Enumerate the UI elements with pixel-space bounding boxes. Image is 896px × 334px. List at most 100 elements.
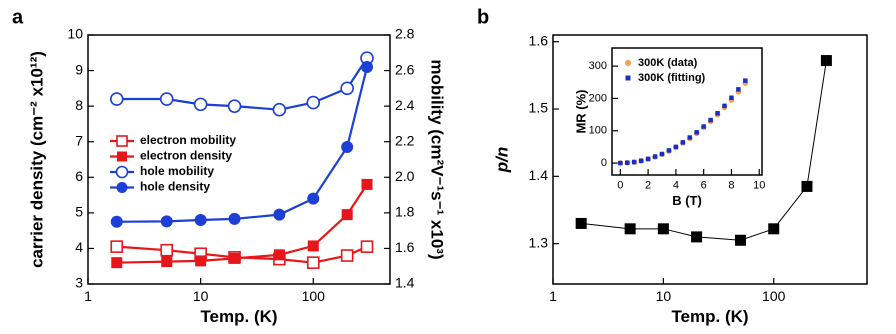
legend-label: hole mobility — [140, 164, 214, 178]
marker — [820, 55, 832, 67]
y2-tick-label: 1.6 — [395, 239, 415, 255]
y-tick-label: 300 — [589, 60, 607, 72]
series-line — [581, 60, 827, 241]
marker — [109, 92, 124, 106]
marker — [722, 103, 727, 109]
x-tick-label: 0 — [617, 179, 623, 191]
marker — [110, 215, 123, 228]
marker — [575, 217, 587, 229]
plot-frame — [611, 47, 763, 176]
x-axis-label: Temp. (K) — [200, 307, 277, 326]
legend-marker — [115, 165, 129, 179]
legend-label: electron density — [140, 149, 232, 163]
marker — [194, 213, 207, 226]
legend-label: 300K (fitting) — [638, 72, 706, 84]
x-tick-label: 2 — [645, 179, 651, 191]
marker — [306, 95, 321, 110]
x-tick-label: 6 — [701, 179, 707, 191]
marker — [618, 160, 623, 166]
plot-frame — [87, 34, 391, 285]
y2-tick-label: 2.4 — [395, 97, 415, 113]
y-tick-label: 1.5 — [529, 100, 549, 116]
marker — [691, 231, 703, 243]
marker — [638, 158, 644, 164]
marker — [159, 92, 174, 106]
marker — [340, 81, 354, 96]
y-axis-label: carrier density (cm⁻² x10¹²) — [27, 51, 46, 268]
marker — [631, 159, 637, 165]
marker — [340, 249, 354, 262]
y2-tick-label: 2.8 — [395, 26, 415, 42]
marker — [160, 243, 174, 257]
legend-marker — [116, 135, 128, 147]
marker — [227, 99, 242, 113]
marker — [659, 151, 665, 157]
marker — [624, 223, 636, 235]
marker — [272, 102, 287, 117]
panel-label: b — [477, 6, 489, 28]
x-tick-label: 4 — [673, 179, 679, 191]
x-tick-label: 10 — [656, 288, 672, 304]
marker — [680, 140, 686, 145]
marker — [657, 223, 669, 235]
marker — [361, 61, 374, 74]
y2-axis-label: mobility (cm²V⁻¹s⁻¹ x10³) — [428, 59, 447, 259]
x-tick-label: 8 — [728, 179, 734, 191]
marker — [361, 178, 373, 190]
y-tick-label: 100 — [589, 125, 607, 137]
y-tick-label: 1.4 — [529, 167, 549, 183]
marker — [193, 97, 208, 112]
marker — [341, 209, 353, 221]
y-tick-label: 6 — [75, 168, 83, 184]
x-tick-label: 1 — [84, 288, 92, 304]
x-axis-label: Temp. (K) — [671, 307, 748, 326]
marker — [729, 95, 734, 101]
y2-tick-label: 2.0 — [395, 168, 415, 184]
marker — [768, 223, 780, 235]
y2-tick-label: 1.4 — [395, 275, 415, 291]
y-tick-label: 4 — [75, 239, 83, 255]
y-tick-label: 1.6 — [529, 32, 549, 48]
marker — [161, 256, 173, 268]
y-tick-label: 1.3 — [529, 234, 549, 250]
legend-label: hole density — [140, 180, 210, 194]
x-axis-label: B (T) — [672, 193, 702, 208]
x-tick-label: 10 — [753, 179, 765, 191]
marker — [736, 87, 741, 92]
legend-label: 300K (data) — [638, 57, 698, 69]
marker — [111, 257, 123, 269]
marker — [307, 240, 319, 252]
marker — [160, 215, 173, 228]
marker — [801, 180, 813, 192]
y2-tick-label: 1.8 — [395, 204, 415, 220]
y-tick-label: 8 — [75, 97, 83, 113]
series-line — [116, 183, 368, 264]
marker — [307, 192, 320, 205]
marker — [735, 234, 747, 246]
marker — [360, 240, 374, 253]
panel-label: a — [12, 6, 24, 28]
marker — [687, 135, 693, 140]
marker — [645, 156, 651, 162]
legend-marker — [116, 182, 128, 193]
y2-tick-label: 2.2 — [395, 132, 415, 148]
marker — [666, 148, 672, 153]
marker — [229, 252, 241, 264]
marker — [715, 111, 720, 116]
marker — [306, 256, 320, 269]
y-axis-label: p/n — [492, 147, 511, 174]
marker — [673, 144, 679, 150]
y-axis-label: MR (%) — [573, 89, 588, 133]
y-tick-label: 10 — [67, 26, 83, 42]
y-tick-label: 0 — [601, 157, 607, 169]
y-tick-label: 5 — [75, 204, 83, 220]
marker — [625, 160, 630, 165]
legend-marker — [625, 60, 631, 66]
marker — [195, 255, 207, 267]
x-tick-label: 100 — [762, 288, 786, 304]
marker — [273, 249, 285, 261]
marker — [228, 212, 241, 225]
marker — [743, 78, 748, 83]
marker — [652, 154, 658, 159]
